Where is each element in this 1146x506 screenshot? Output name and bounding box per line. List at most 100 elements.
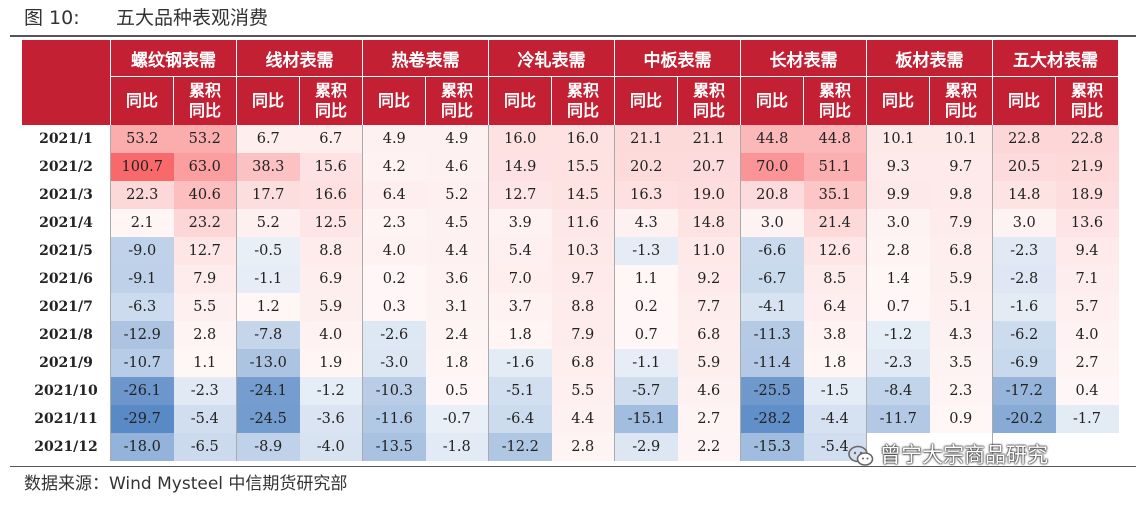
yoy-header: 同比: [236, 76, 300, 125]
sub-header-label: 同比: [251, 91, 284, 110]
cumulative-yoy-cell: 6.8: [929, 237, 993, 265]
sub-header-label: 同比: [629, 91, 662, 110]
yoy-cell: 3.0: [740, 209, 804, 237]
sub-header-label: 累积同比: [692, 81, 725, 120]
yoy-cell: 3.7: [488, 293, 552, 321]
cumulative-yoy-cell: 3.5: [929, 349, 993, 377]
cumulative-yoy-cell: 16.6: [299, 181, 363, 209]
table-row: 2021/2 100.7 63.0 38.3 15.6 4.2 4.6 14.9 15.5 20.…: [22, 153, 1119, 181]
yoy-cell: -15.1: [614, 405, 678, 433]
table-row: 2021/6 -9.1 7.9 -1.1 6.9 0.2 3.6 7.0 9.7 1.1 9.2 -6…: [22, 265, 1119, 293]
cumulative-yoy-cell: 12.5: [299, 209, 363, 237]
cumulative-yoy-cell: 9.7: [551, 265, 615, 293]
cumulative-yoy-cell: 21.9: [1055, 153, 1119, 181]
cumulative-yoy-cell: 13.6: [1055, 209, 1119, 237]
yoy-cell: 0.3: [362, 293, 426, 321]
yoy-cell: 20.2: [614, 153, 678, 181]
yoy-cell: -2.8: [992, 265, 1056, 293]
cumulative-yoy-cell: 1.1: [173, 349, 237, 377]
yoy-cell: -13.0: [236, 349, 300, 377]
data-table: 螺纹钢表需 线材表需 热卷表需 冷轧表需 中板表需 长材表需 板材表需 五大材表需 同比 累积同…: [22, 40, 1119, 461]
yoy-cell: 16.0: [488, 125, 552, 153]
table-row: 2021/8 -12.9 2.8 -7.8 4.0 -2.6 2.4 1.8 7.9 0.7 6.8…: [22, 321, 1119, 349]
table-row: 2021/5 -9.0 12.7 -0.5 8.8 4.0 4.4 5.4 10.3 -1.3 11…: [22, 237, 1119, 265]
cumulative-yoy-cell: 7.1: [1055, 265, 1119, 293]
yoy-header: 同比: [362, 76, 426, 125]
yoy-cell: -2.3: [992, 237, 1056, 265]
row-date: 2021/10: [22, 377, 111, 405]
cumulative-yoy-cell: 6.7: [299, 125, 363, 153]
yoy-header: 同比: [740, 76, 804, 125]
cumulative-yoy-cell: 2.7: [677, 405, 741, 433]
cumulative-yoy-cell: 4.4: [425, 237, 489, 265]
yoy-cell: -1.1: [614, 349, 678, 377]
corner-cell: [22, 40, 111, 125]
yoy-cell: -5.7: [614, 377, 678, 405]
cumulative-yoy-cell: -1.7: [1055, 405, 1119, 433]
table-row: 2021/9 -10.7 1.1 -13.0 1.9 -3.0 1.8 -1.6 6.8 -1.1…: [22, 349, 1119, 377]
yoy-cell: -24.5: [236, 405, 300, 433]
cumulative-yoy-header: 累积同比: [677, 76, 741, 125]
yoy-cell: 4.0: [362, 237, 426, 265]
yoy-cell: 12.7: [488, 181, 552, 209]
yoy-cell: 16.3: [614, 181, 678, 209]
cumulative-yoy-cell: 12.6: [803, 237, 867, 265]
yoy-header: 同比: [866, 76, 930, 125]
yoy-cell: 0.2: [614, 293, 678, 321]
row-date: 2021/11: [22, 405, 111, 433]
cumulative-yoy-cell: 4.9: [425, 125, 489, 153]
yoy-cell: -3.0: [362, 349, 426, 377]
yoy-cell: -5.1: [488, 377, 552, 405]
cumulative-yoy-cell: 2.4: [425, 321, 489, 349]
sub-header-label: 累积同比: [188, 81, 221, 120]
cumulative-yoy-cell: 4.5: [425, 209, 489, 237]
row-date: 2021/12: [22, 433, 111, 461]
wechat-icon: [848, 445, 874, 466]
yoy-cell: -8.4: [866, 377, 930, 405]
cumulative-yoy-cell: -6.5: [173, 433, 237, 461]
table-row: 2021/4 2.1 23.2 5.2 12.5 2.3 4.5 3.9 11.6 4.3 14.8…: [22, 209, 1119, 237]
table-body: 2021/1 53.2 53.2 6.7 6.7 4.9 4.9 16.0 16.0 21.1 21…: [22, 125, 1119, 461]
sub-header-label: 累积同比: [818, 81, 851, 120]
yoy-cell: 7.0: [488, 265, 552, 293]
cumulative-yoy-cell: [1055, 433, 1119, 461]
yoy-cell: 1.1: [614, 265, 678, 293]
yoy-header: 同比: [992, 76, 1056, 125]
cumulative-yoy-cell: 0.9: [929, 405, 993, 433]
row-date: 2021/7: [22, 293, 111, 321]
group-header: 板材表需: [866, 40, 993, 77]
cumulative-yoy-cell: 10.1: [929, 125, 993, 153]
table-row: 2021/3 22.3 40.6 17.7 16.6 6.4 5.2 12.7 14.5 16.3…: [22, 181, 1119, 209]
sub-header-label: 累积同比: [314, 81, 347, 120]
yoy-cell: 4.9: [362, 125, 426, 153]
yoy-cell: 1.8: [488, 321, 552, 349]
yoy-cell: 9.3: [866, 153, 930, 181]
cumulative-yoy-cell: 2.3: [929, 377, 993, 405]
yoy-cell: 14.8: [992, 181, 1056, 209]
yoy-cell: 0.2: [362, 265, 426, 293]
yoy-cell: 17.7: [236, 181, 300, 209]
cumulative-yoy-cell: 4.6: [677, 377, 741, 405]
yoy-cell: 6.4: [362, 181, 426, 209]
cumulative-yoy-cell: 15.5: [551, 153, 615, 181]
cumulative-yoy-cell: 0.4: [1055, 377, 1119, 405]
yoy-cell: 5.4: [488, 237, 552, 265]
row-date: 2021/8: [22, 321, 111, 349]
yoy-cell: -17.2: [992, 377, 1056, 405]
yoy-cell: -25.5: [740, 377, 804, 405]
cumulative-yoy-cell: 8.8: [299, 237, 363, 265]
cumulative-yoy-cell: -3.6: [299, 405, 363, 433]
yoy-cell: 4.2: [362, 153, 426, 181]
cumulative-yoy-cell: -0.7: [425, 405, 489, 433]
cumulative-yoy-cell: 9.8: [929, 181, 993, 209]
yoy-cell: 44.8: [740, 125, 804, 153]
cumulative-yoy-cell: 4.6: [425, 153, 489, 181]
yoy-cell: -6.9: [992, 349, 1056, 377]
cumulative-yoy-cell: 11.6: [551, 209, 615, 237]
yoy-cell: [866, 433, 930, 461]
yoy-cell: 2.3: [362, 209, 426, 237]
yoy-cell: 14.9: [488, 153, 552, 181]
yoy-cell: 3.0: [866, 209, 930, 237]
cumulative-yoy-cell: 12.7: [173, 237, 237, 265]
cumulative-yoy-header: 累积同比: [425, 76, 489, 125]
